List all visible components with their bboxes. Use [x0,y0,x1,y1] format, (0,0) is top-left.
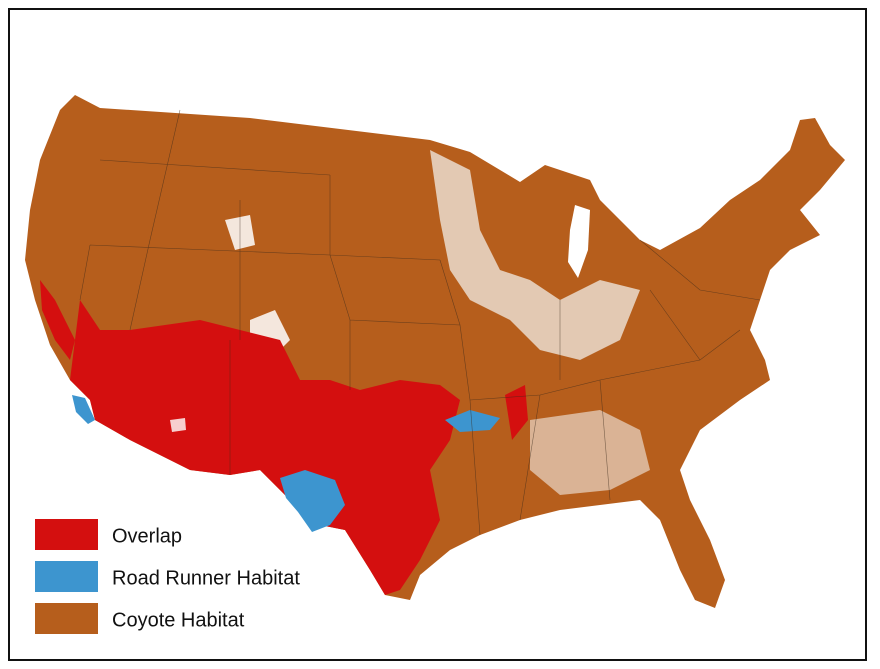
legend-label: Road Runner Habitat [112,567,300,589]
sparse-area [170,418,186,432]
road-runner-region [280,470,345,532]
overlap-region [70,300,460,595]
road-runner-region [72,395,95,424]
sparse-area [530,410,650,495]
us-map [25,95,845,608]
overlap-region [505,385,528,440]
road-runner-region [445,410,500,432]
legend-swatch [35,519,98,550]
overlap-region [40,280,75,360]
legend-swatch [35,561,98,592]
sparse-area [430,150,640,360]
legend-swatch [35,603,98,634]
legend-label: Overlap [112,525,182,547]
legend-label: Coyote Habitat [112,609,245,631]
lake-michigan [568,205,590,278]
legend: Overlap Road Runner Habitat Coyote Habitat [35,519,300,634]
state-lines [79,109,761,536]
